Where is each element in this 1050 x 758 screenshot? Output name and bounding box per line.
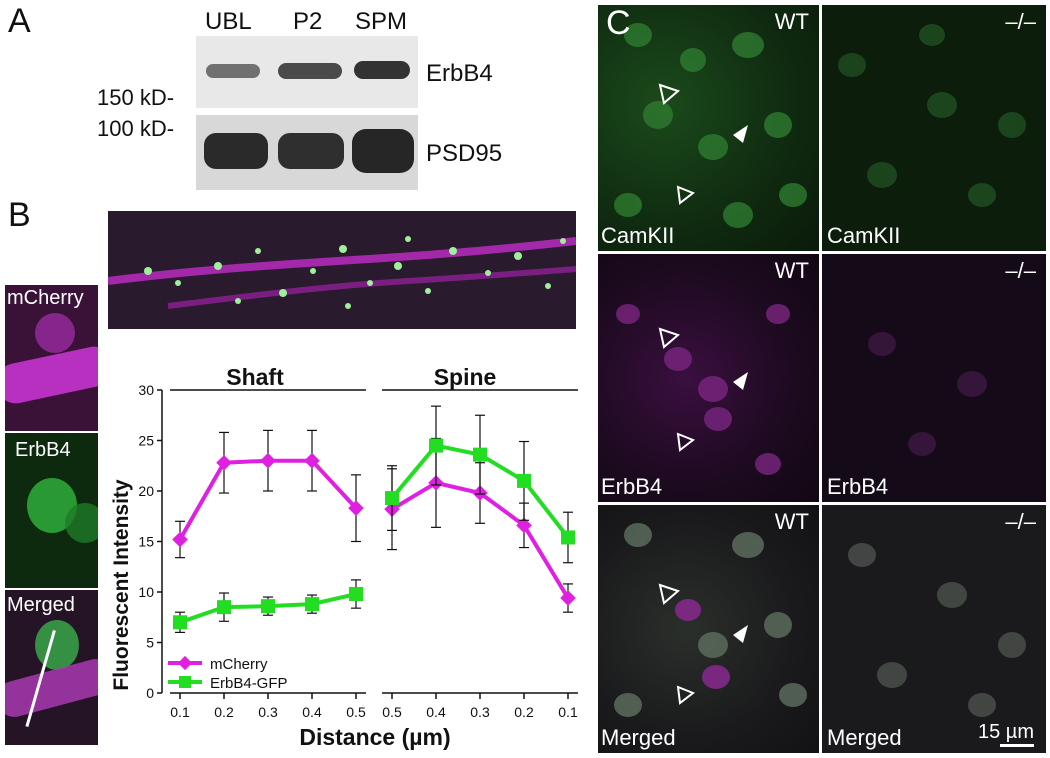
x-tick-label: 0.2 <box>514 704 534 720</box>
row-label-camkii-ko: CamKII <box>827 223 901 248</box>
intensity-chart: Fluorescent Intensity Distance (µm) Shaf… <box>110 364 578 750</box>
y-tick-label: 25 <box>138 433 154 449</box>
erbb4-band-spm <box>354 61 410 79</box>
col-label-wt-1: WT <box>774 9 809 34</box>
legend-label-mcherry: mCherry <box>210 656 268 673</box>
tile-merged-wt: WT Merged <box>598 505 819 753</box>
camkii-wt-cells <box>614 23 807 228</box>
chart-xlabel: Distance (µm) <box>299 724 450 750</box>
band-label-erbb4: ErbB4 <box>426 60 493 87</box>
data-point-erbb4-gfp <box>385 491 399 506</box>
tile-camkii-wt: WT CamKII <box>598 5 819 251</box>
chart-ylabel: Fluorescent Intensity <box>110 479 133 691</box>
x-tick-label: 0.1 <box>170 704 190 720</box>
erbb4-band-ubl <box>206 64 260 78</box>
tile-merged-ko: –/– Merged 15 µm <box>822 505 1046 753</box>
erbb4-band-p2 <box>278 63 342 79</box>
data-point-erbb4-gfp <box>429 438 443 453</box>
col-label-ko-1: –/– <box>1005 9 1036 34</box>
scale-bar-label: 15 µm <box>978 721 1034 743</box>
data-point-erbb4-gfp <box>261 599 275 614</box>
merged-wt-cells <box>614 523 807 717</box>
data-point-erbb4-gfp <box>173 615 187 630</box>
panel-c-grid: WT CamKII –/– CamKII WT ErbB4 <box>598 5 1046 753</box>
panel-b-letter: B <box>8 196 31 234</box>
col-label-ko-2: –/– <box>1005 258 1036 283</box>
scale-bar: 15 µm <box>978 721 1034 747</box>
data-point-mcherry <box>348 500 364 516</box>
x-tick-label: 0.5 <box>346 704 366 720</box>
col-label-wt-2: WT <box>774 258 809 283</box>
row-label-camkii-wt: CamKII <box>601 223 675 248</box>
data-point-erbb4-gfp <box>305 597 319 612</box>
scale-bar-line <box>1000 744 1034 747</box>
tile-erbb4-wt: WT ErbB4 <box>598 254 819 502</box>
data-point-mcherry <box>172 531 188 548</box>
inset-erbb4: ErbB4 <box>5 433 98 588</box>
inset-label-mcherry: mCherry <box>7 287 84 309</box>
marker-150kd: 150 kD- <box>97 85 175 110</box>
camkii-ko-cells <box>838 24 1026 207</box>
erbb4-blot <box>196 36 418 108</box>
inset-label-erbb4: ErbB4 <box>15 439 71 461</box>
col-label-ko-3: –/– <box>1005 509 1036 534</box>
erbb4-ko-cells <box>868 332 987 456</box>
band-label-psd95: PSD95 <box>426 140 503 167</box>
data-point-erbb4-gfp <box>517 473 531 488</box>
tile-camkii-ko: –/– CamKII <box>822 5 1046 251</box>
row-label-erbb4-wt: ErbB4 <box>601 474 663 499</box>
inset-mcherry: mCherry <box>5 285 98 431</box>
panel-c-letter: C <box>606 4 631 42</box>
data-point-mcherry <box>216 454 232 471</box>
y-tick-label: 0 <box>146 685 154 701</box>
legend-label-erbb4-gfp: ErbB4-GFP <box>210 675 288 692</box>
inset-merged: Merged <box>5 590 98 745</box>
row-label-merged-ko: Merged <box>827 725 902 750</box>
y-tick-label: 10 <box>138 584 154 600</box>
x-tick-label: 0.4 <box>302 704 322 720</box>
inset-label-merged: Merged <box>7 594 75 616</box>
y-tick-label: 15 <box>138 534 154 550</box>
x-tick-label: 0.2 <box>214 704 234 720</box>
x-tick-label: 0.3 <box>258 704 278 720</box>
tile-erbb4-ko: –/– ErbB4 <box>822 254 1046 502</box>
lane-label-spm: SPM <box>355 8 408 35</box>
data-point-erbb4-gfp <box>473 447 487 462</box>
psd95-band-ubl <box>204 133 268 169</box>
psd95-band-p2 <box>278 133 344 169</box>
data-point-mcherry <box>260 452 276 469</box>
x-tick-label: 0.5 <box>382 704 402 720</box>
y-tick-label: 5 <box>146 635 154 651</box>
dendrite-drawing <box>108 236 576 309</box>
data-point-erbb4-gfp <box>217 600 231 615</box>
row-label-erbb4-ko: ErbB4 <box>827 474 889 499</box>
erbb4-wt-cells <box>616 304 790 475</box>
data-point-erbb4-gfp <box>561 530 575 545</box>
data-point-mcherry <box>516 517 532 534</box>
group-title-spine: Spine <box>434 364 497 390</box>
psd95-blot <box>196 115 418 190</box>
col-label-wt-3: WT <box>774 509 809 534</box>
x-tick-label: 0.3 <box>470 704 490 720</box>
marker-100kd: 100 kD- <box>97 116 175 141</box>
x-tick-label: 0.4 <box>426 704 446 720</box>
x-tick-label: 0.1 <box>558 704 578 720</box>
lane-label-ubl: UBL <box>205 8 252 35</box>
y-tick-label: 30 <box>138 382 154 398</box>
y-tick-label: 20 <box>138 483 154 499</box>
data-point-erbb4-gfp <box>349 587 363 602</box>
row-label-merged-wt: Merged <box>601 725 676 750</box>
psd95-band-spm <box>352 129 414 173</box>
lane-label-p2: P2 <box>293 8 323 35</box>
merged-ko-cells <box>848 543 1026 717</box>
chart-legend: mCherry ErbB4-GFP <box>168 655 288 692</box>
panel-a-letter: A <box>8 2 31 40</box>
dendrite-micrograph <box>108 211 576 329</box>
group-title-shaft: Shaft <box>226 364 284 390</box>
